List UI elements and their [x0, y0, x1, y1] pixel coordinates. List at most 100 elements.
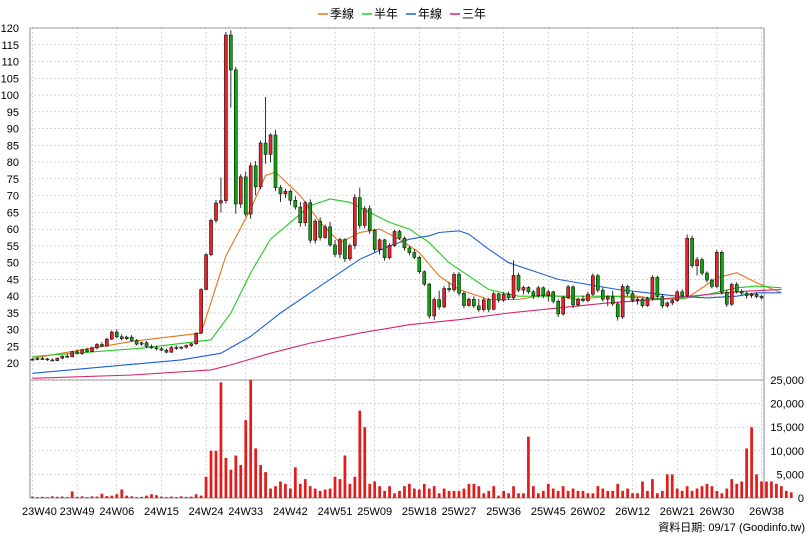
- ma-line-2: [32, 230, 782, 374]
- candle: [556, 299, 560, 317]
- candle-body-up: [501, 293, 506, 301]
- volume-bar: [229, 469, 233, 498]
- candle: [194, 332, 198, 345]
- candle-body-down: [526, 287, 531, 293]
- candle-body-down: [655, 277, 660, 297]
- volume-bar: [507, 493, 510, 498]
- candle: [472, 296, 476, 309]
- candle: [506, 291, 511, 300]
- candle: [700, 257, 704, 276]
- candle: [382, 238, 387, 261]
- candle-body-up: [238, 176, 243, 205]
- volume-bar: [194, 494, 198, 498]
- candle: [457, 272, 461, 296]
- volume-bar: [412, 488, 416, 498]
- price-grid: [30, 27, 764, 380]
- candle-body-down: [358, 197, 362, 226]
- candle-body-down: [164, 349, 169, 353]
- volume-bar: [447, 490, 451, 498]
- candle: [65, 353, 69, 358]
- candle-body-up: [362, 208, 367, 226]
- candle-body-up: [576, 298, 580, 306]
- volume-bar: [378, 486, 382, 498]
- price-tick-label: 30: [7, 325, 19, 337]
- volume-bar: [244, 420, 248, 498]
- candle-body-down: [551, 291, 556, 302]
- candle-body-down: [690, 237, 694, 266]
- candle-body-up: [105, 338, 109, 347]
- volume-bar: [189, 496, 193, 498]
- x-tick-label: 26W21: [660, 506, 695, 518]
- volume-bar: [90, 496, 94, 498]
- volume-bar: [239, 464, 243, 498]
- candle: [610, 290, 615, 306]
- candle: [184, 344, 189, 349]
- volume-bar: [209, 450, 213, 498]
- candle: [273, 129, 278, 191]
- volume-bar: [770, 481, 773, 498]
- candle-body-up: [60, 355, 65, 359]
- volume-bar: [184, 496, 188, 498]
- candle: [95, 343, 99, 350]
- volume-bar: [408, 483, 411, 498]
- volume-bar: [462, 488, 466, 498]
- price-tick-label: 50: [7, 258, 19, 270]
- volume-bar: [675, 488, 679, 498]
- volume-bar: [789, 492, 793, 498]
- candle-body-up: [685, 237, 689, 296]
- candle-body-up: [224, 34, 228, 201]
- candle: [119, 334, 124, 341]
- legend-label-2: 年線: [418, 6, 442, 21]
- volume-tick-label: 10,000: [770, 446, 804, 458]
- volume-bar: [36, 497, 39, 498]
- candle-body-up: [729, 284, 734, 305]
- candle: [268, 133, 273, 163]
- x-tick-label: 25W18: [402, 506, 437, 518]
- volume-bar: [284, 483, 287, 498]
- candle: [253, 161, 258, 196]
- volume-bar: [274, 486, 277, 498]
- volume-bar: [259, 464, 262, 498]
- candle-body-down: [596, 275, 600, 291]
- candle: [100, 342, 104, 348]
- candle: [353, 194, 357, 250]
- volume-bar: [328, 488, 332, 498]
- volume-bar: [70, 491, 74, 498]
- candle-body-up: [214, 202, 218, 221]
- candle: [219, 177, 223, 213]
- candle: [541, 286, 546, 299]
- volume-bar: [417, 489, 421, 498]
- volume-bar: [313, 488, 317, 498]
- x-tick-label: 23W49: [60, 506, 95, 518]
- volume-bar: [784, 490, 788, 498]
- volume-bar: [775, 483, 778, 498]
- candle: [482, 297, 486, 312]
- candle-body-up: [70, 351, 74, 358]
- candle-body-up: [184, 345, 189, 348]
- candle-body-down: [744, 292, 749, 296]
- volume-bar: [358, 410, 362, 498]
- candle: [635, 297, 640, 305]
- candle-body-down: [457, 274, 461, 294]
- volume-bar: [145, 495, 148, 498]
- volume-bar: [765, 481, 768, 498]
- candle-body-up: [511, 275, 516, 299]
- candle-body-down: [437, 299, 441, 308]
- candle-body-up: [110, 331, 114, 340]
- candle: [675, 290, 679, 303]
- candle-body-down: [516, 275, 521, 291]
- volume-bar: [169, 496, 173, 498]
- candle-body-down: [625, 286, 630, 294]
- candle-body-up: [566, 286, 570, 298]
- candle: [486, 297, 491, 313]
- x-tick-label: 24W06: [99, 506, 134, 518]
- candle: [447, 282, 451, 293]
- price-tick-label: 105: [1, 73, 19, 85]
- candle: [308, 199, 312, 244]
- volume-bar: [308, 486, 312, 498]
- volume-bar: [695, 488, 699, 498]
- candle-body-up: [95, 344, 99, 349]
- candle: [605, 295, 610, 307]
- candle-body-up: [248, 165, 253, 215]
- candle-body-down: [134, 340, 139, 345]
